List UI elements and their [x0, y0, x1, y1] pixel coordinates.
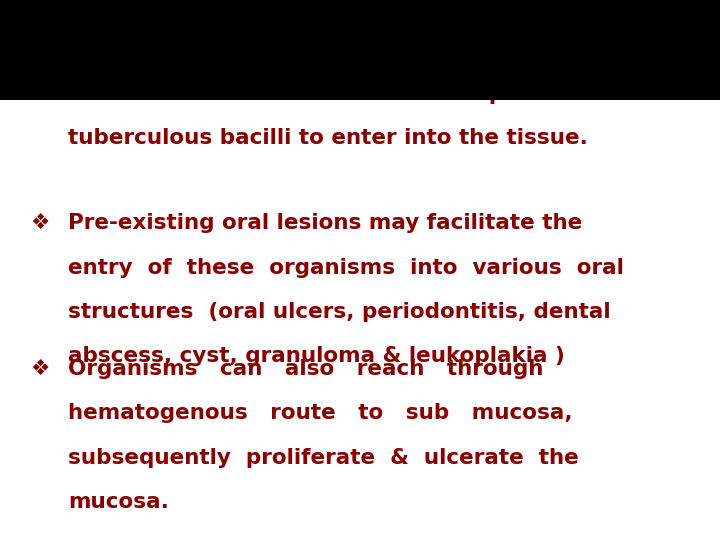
Text: structures  (oral ulcers, periodontitis, dental: structures (oral ulcers, periodontitis, …: [68, 302, 611, 322]
Text: abscess, cyst, granuloma & leukoplakia ): abscess, cyst, granuloma & leukoplakia ): [68, 346, 565, 366]
Text: ❖: ❖: [30, 359, 49, 379]
Text: hematogenous   route   to   sub   mucosa,: hematogenous route to sub mucosa,: [68, 403, 573, 423]
FancyBboxPatch shape: [0, 0, 720, 100]
Text: ❖: ❖: [30, 213, 49, 233]
Text: Organisms   can   also   reach   through: Organisms can also reach through: [68, 359, 544, 379]
Text: Pre-existing oral lesions may facilitate the: Pre-existing oral lesions may facilitate…: [68, 213, 582, 233]
Text: subsequently  proliferate  &  ulcerate  the: subsequently proliferate & ulcerate the: [68, 448, 579, 468]
Text: ❖: ❖: [30, 84, 49, 104]
Text: Intact   oral   mucosa   does   not   permit: Intact oral mucosa does not permit: [68, 84, 570, 104]
Text: tuberculous bacilli to enter into the tissue.: tuberculous bacilli to enter into the ti…: [68, 128, 588, 148]
Text: entry  of  these  organisms  into  various  oral: entry of these organisms into various or…: [68, 258, 624, 278]
Text: mucosa.: mucosa.: [68, 492, 169, 512]
